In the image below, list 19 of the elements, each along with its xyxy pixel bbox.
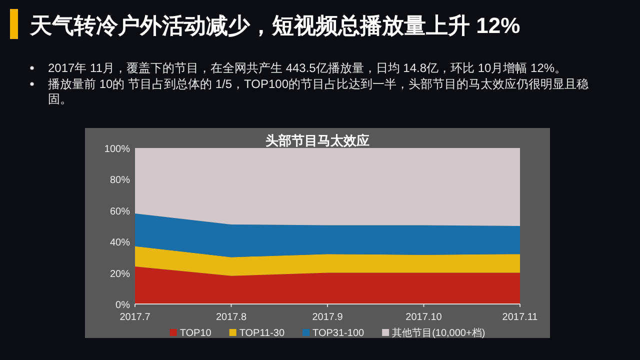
y-tick-label: 80% <box>110 175 130 186</box>
x-tick-label: 2017.11 <box>502 312 538 323</box>
y-tick-label: 40% <box>110 238 130 249</box>
y-tick-label: 0% <box>116 300 130 311</box>
chart-subtitle: 头部节目马太效应 <box>266 133 370 148</box>
x-tick-label: 2017.8 <box>216 312 247 323</box>
x-tick-label: 2017.10 <box>406 312 442 323</box>
text: 2017年 11月，覆盖下的节目，在全网共产生 443.5亿播放量，日均 14.8亿，环比 10月增幅 12%。 <box>48 61 567 75</box>
text: 播放量前 10的 节目占到总体的 1/5，TOP100的节目占比达到一半，头部节目的马太效应仍很明显且稳固。 <box>48 77 589 106</box>
legend-label: TOP10 <box>180 328 212 339</box>
legend-label: TOP31-100 <box>312 328 365 339</box>
legend-label: TOP11-30 <box>239 328 285 339</box>
y-tick-label: 20% <box>110 268 130 280</box>
y-tick-label: 60% <box>110 206 130 218</box>
y-tick-label: 100% <box>104 144 130 155</box>
x-tick-label: 2017.7 <box>120 312 151 323</box>
x-tick-label: 2017.9 <box>312 312 344 323</box>
chart-title: 天气转冷户外活动减少，短视频总播放量上升 12% <box>29 13 520 38</box>
legend-label: 其他节目(10,000+档) <box>392 327 486 339</box>
